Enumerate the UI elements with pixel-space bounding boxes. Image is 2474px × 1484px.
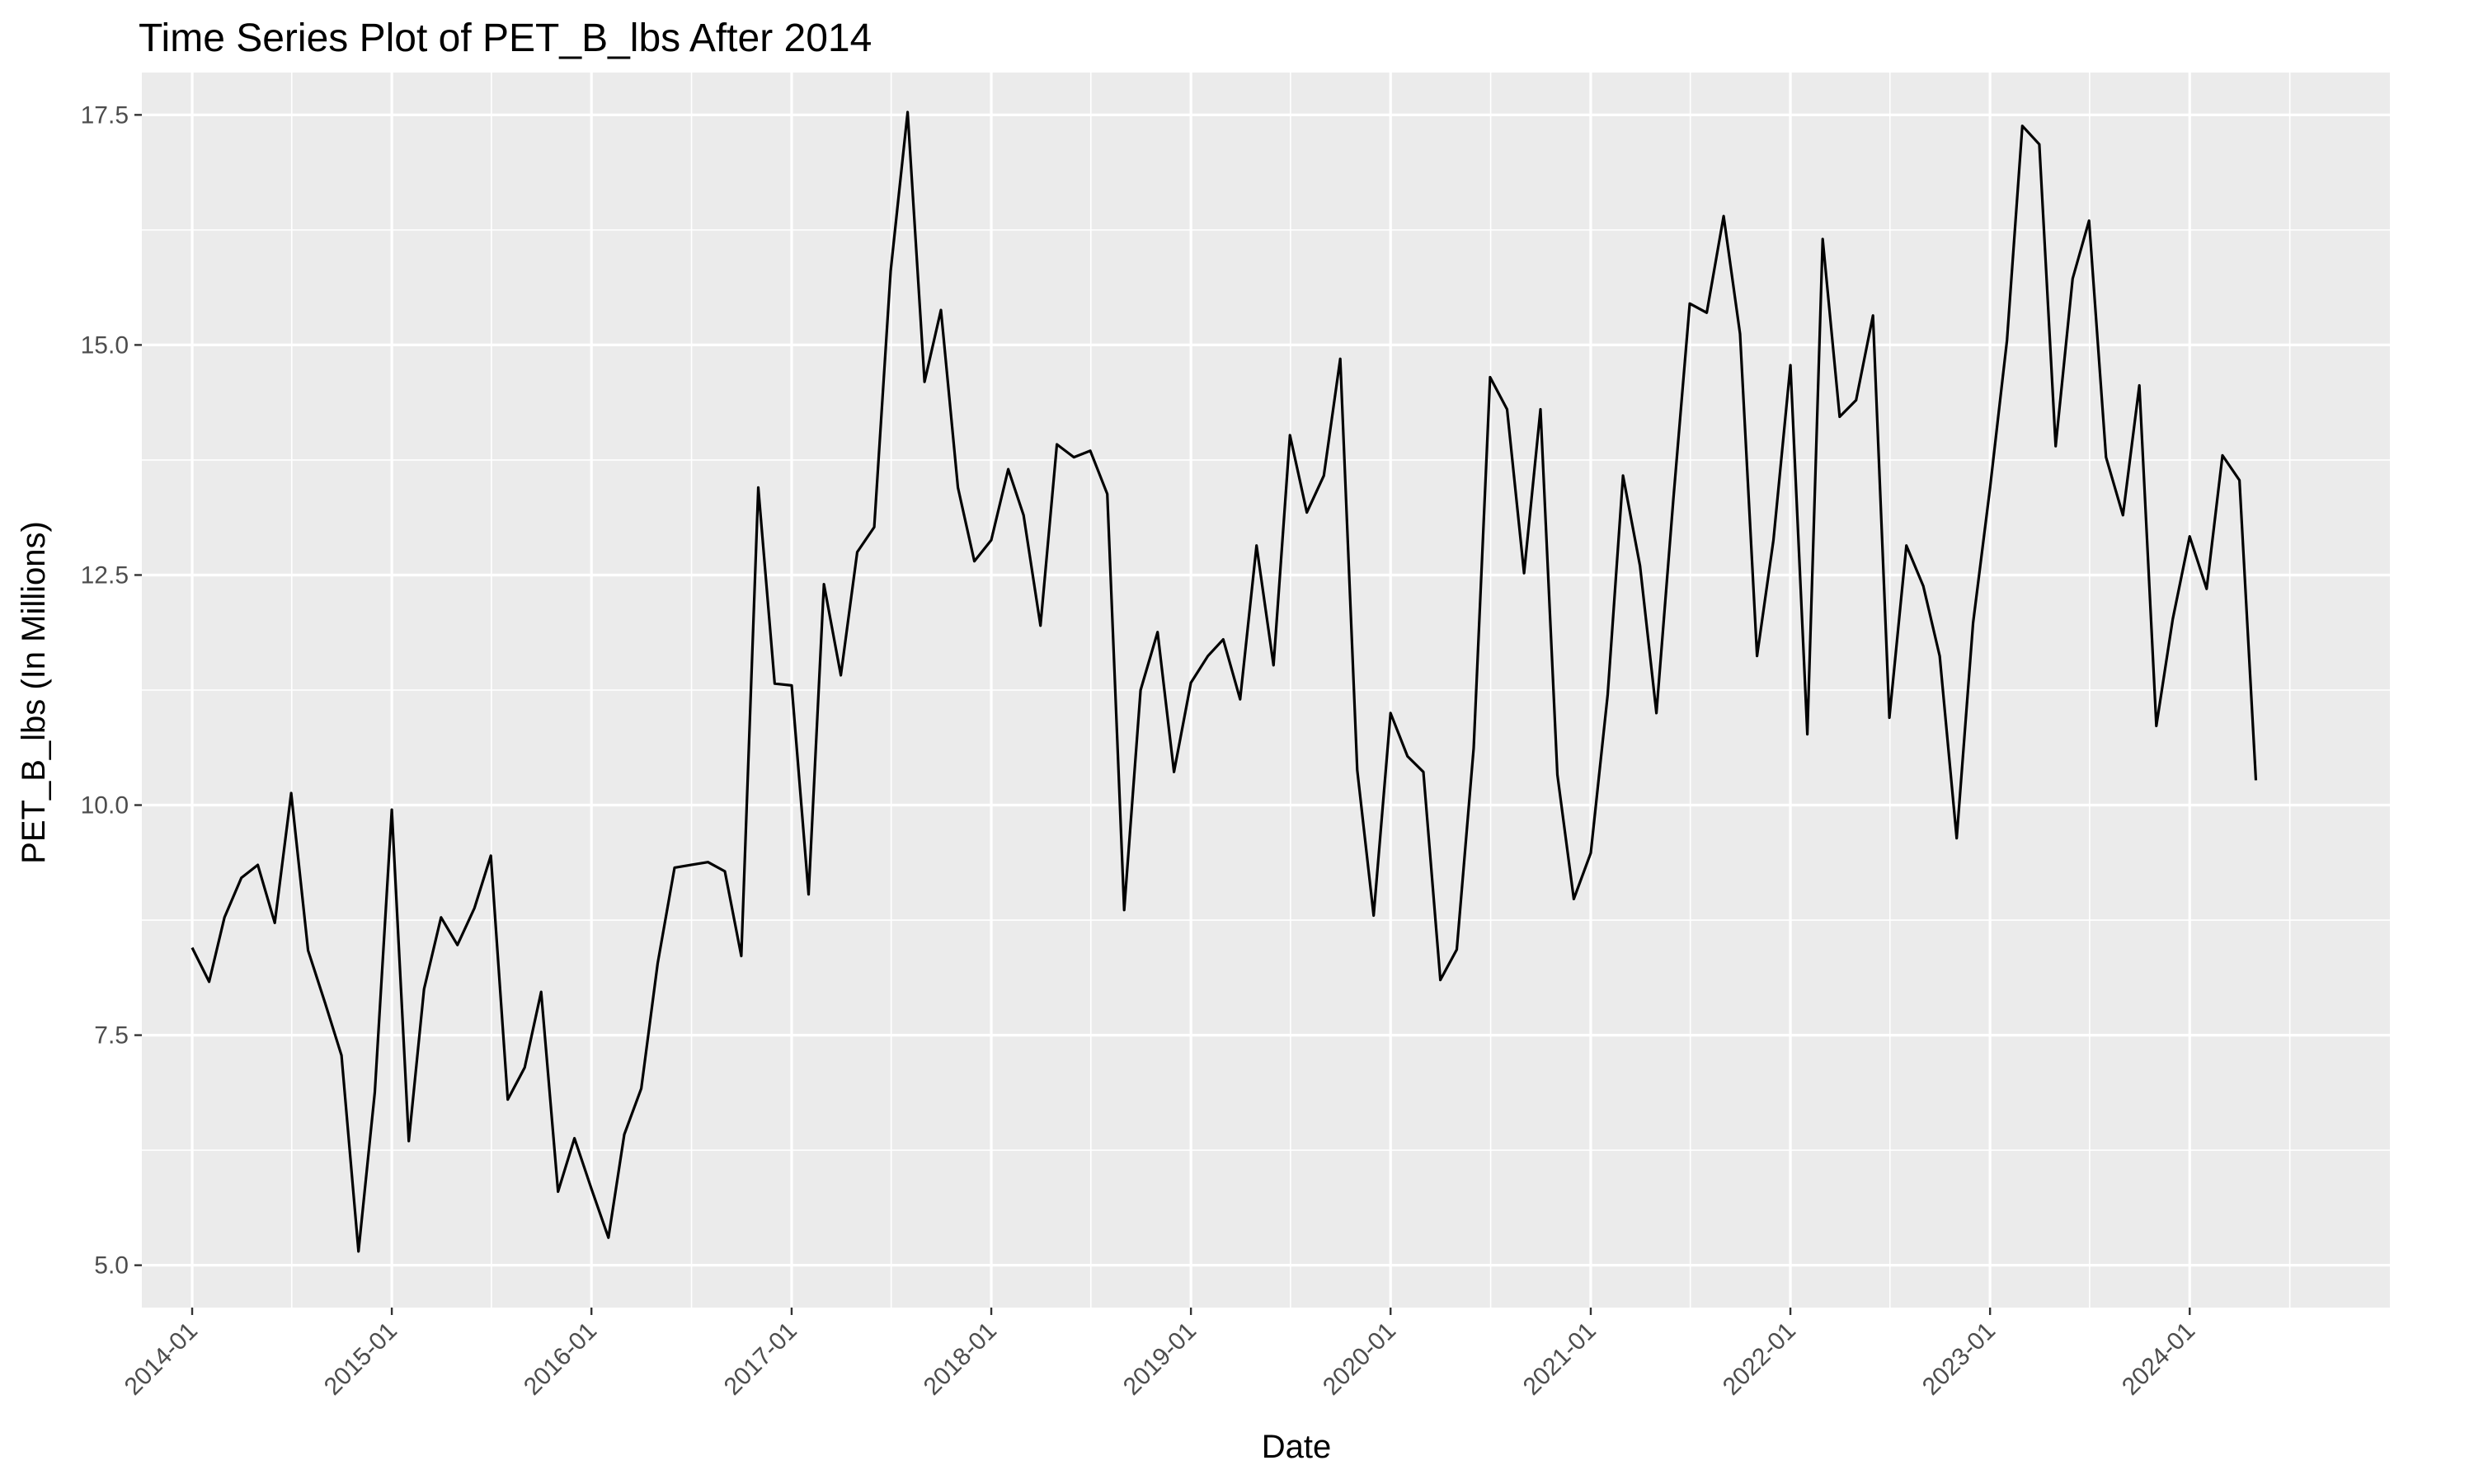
series-line bbox=[190, 110, 2258, 1253]
x-tick-label: 2016-01 bbox=[519, 1317, 602, 1401]
x-axis-title: Date bbox=[1262, 1429, 1332, 1465]
y-tick-label: 12.5 bbox=[81, 561, 129, 589]
grid-major bbox=[142, 73, 2390, 1308]
y-tick-label: 5.0 bbox=[94, 1252, 129, 1280]
y-tick-label: 10.0 bbox=[81, 792, 129, 819]
x-tick-label: 2019-01 bbox=[1118, 1317, 1202, 1401]
x-tick-label: 2014-01 bbox=[120, 1317, 203, 1401]
y-tick-label: 17.5 bbox=[81, 101, 129, 129]
chart-title: Time Series Plot of PET_B_lbs After 2014 bbox=[139, 16, 872, 60]
x-tick-label: 2017-01 bbox=[719, 1317, 802, 1401]
x-tick-label: 2022-01 bbox=[1718, 1317, 1801, 1401]
x-tick-label: 2021-01 bbox=[1518, 1317, 1602, 1401]
x-axis: 2014-01 2015-01 2016-01 2017-01 2018-01 2019-… bbox=[120, 1308, 2200, 1401]
y-axis: 5.0 7.5 10.0 12.5 15.0 17.5 bbox=[81, 101, 142, 1280]
x-tick-label: 2024-01 bbox=[2117, 1317, 2200, 1401]
x-tick-label: 2023-01 bbox=[1917, 1317, 2001, 1401]
y-tick-label: 15.0 bbox=[81, 331, 129, 359]
x-tick-label: 2015-01 bbox=[319, 1317, 402, 1401]
y-tick-label: 7.5 bbox=[94, 1022, 129, 1050]
x-tick-label: 2018-01 bbox=[919, 1317, 1002, 1401]
y-axis-title: PET_B_lbs (In Millions) bbox=[16, 521, 52, 864]
x-tick-label: 2020-01 bbox=[1318, 1317, 1401, 1401]
